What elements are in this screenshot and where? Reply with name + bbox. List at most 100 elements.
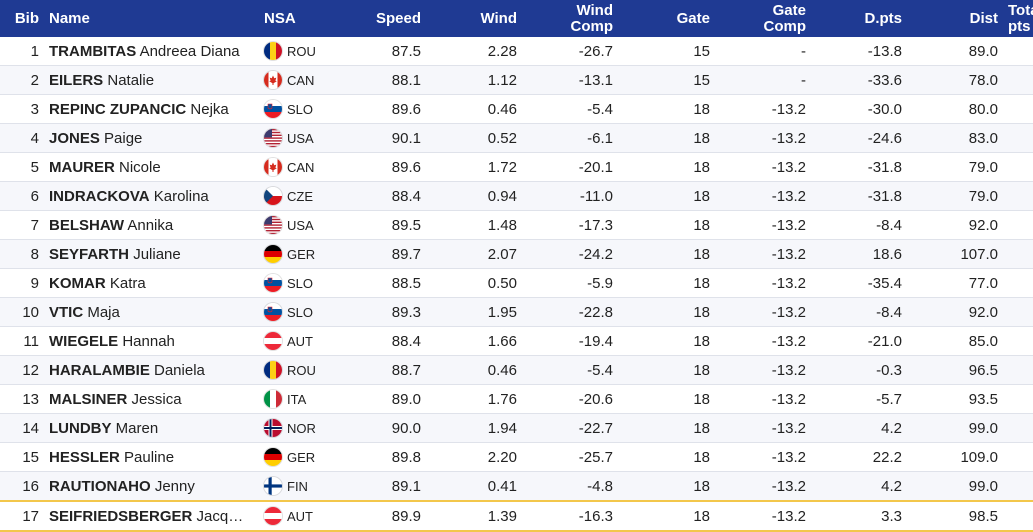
speed-cell: 89.3 xyxy=(344,297,426,327)
table-row[interactable]: 6 INDRACKOVA Karolina CZE 88.4 0.94 -11.0 18 -1… xyxy=(0,181,1033,211)
athlete-name-cell[interactable]: HESSLER Pauline xyxy=(44,442,259,472)
table-row[interactable]: 2 EILERS Natalie CAN 88.1 1.12 -13.1 15- -33.6 7… xyxy=(0,65,1033,95)
nsa-cell: ITA xyxy=(259,384,344,414)
nsa-code: GER xyxy=(287,449,316,465)
gate-cell: 18 xyxy=(618,210,715,240)
col-speed[interactable]: Speed xyxy=(344,0,426,37)
table-row[interactable]: 13 MALSINER Jessica ITA 89.0 1.76 -20.6 18 -13.… xyxy=(0,384,1033,414)
gate-cell: 15 xyxy=(618,37,715,66)
speed-cell: 88.7 xyxy=(344,355,426,385)
table-row[interactable]: 15 HESSLER Pauline GER 89.8 2.20 -25.7 18 -13.2… xyxy=(0,442,1033,472)
table-row[interactable]: 16 RAUTIONAHO Jenny FIN 89.1 0.41 -4.8 18 -13.2… xyxy=(0,471,1033,502)
speed-cell: 89.6 xyxy=(344,152,426,182)
nsa-cell: USA xyxy=(259,123,344,153)
wind-cell: 0.41 xyxy=(426,471,522,502)
gate-cell: 18 xyxy=(618,471,715,502)
speed-cell: 89.9 xyxy=(344,500,426,532)
nsa-code: ITA xyxy=(287,391,307,407)
total-pts-cell xyxy=(1003,500,1033,532)
dist-cell: 99.0 xyxy=(907,413,1003,443)
table-row[interactable]: 3 REPINC ZUPANCIC Nejka SLO 89.6 0.46 -5.4 18-… xyxy=(0,94,1033,124)
table-row[interactable]: 9 KOMAR Katra SLO 88.5 0.50 -5.9 18 -13.2 -35.4 7… xyxy=(0,268,1033,298)
col-bib[interactable]: Bib xyxy=(0,0,44,37)
athlete-name-cell[interactable]: TRAMBITAS Andreea Diana xyxy=(44,37,259,66)
col-name[interactable]: Name xyxy=(44,0,259,37)
athlete-name-cell[interactable]: HARALAMBIE Daniela xyxy=(44,355,259,385)
athlete-name-cell[interactable]: SEYFARTH Juliane xyxy=(44,239,259,269)
athlete-name-cell[interactable]: LUNDBY Maren xyxy=(44,413,259,443)
dpts-cell: 3.3 xyxy=(811,500,907,532)
nsa-cell: SLO xyxy=(259,94,344,124)
athlete-first-name: Jessica xyxy=(131,390,182,408)
nsa-cell: NOR xyxy=(259,413,344,443)
austria-flag-icon xyxy=(264,507,282,525)
athlete-name-cell[interactable]: MALSINER Jessica xyxy=(44,384,259,414)
athlete-name-cell[interactable]: RAUTIONAHO Jenny xyxy=(44,471,259,502)
athlete-last-name: REPINC ZUPANCIC xyxy=(49,100,187,118)
wind-comp-cell: -11.0 xyxy=(522,181,618,211)
gate-cell: 18 xyxy=(618,384,715,414)
col-gate[interactable]: Gate xyxy=(618,0,715,37)
gate-comp-cell: -13.2 xyxy=(715,268,811,298)
wind-cell: 1.95 xyxy=(426,297,522,327)
athlete-name-cell[interactable]: SEIFRIEDSBERGER Jacq… xyxy=(44,500,259,532)
table-row[interactable]: 12 HARALAMBIE Daniela ROU 88.7 0.46 -5.4 18 -13… xyxy=(0,355,1033,385)
athlete-name-cell[interactable]: WIEGELE Hannah xyxy=(44,326,259,356)
table-row[interactable]: 4 JONES Paige USA 90.1 0.52 -6.1 18 -13.2 -24.6 8… xyxy=(0,123,1033,153)
athlete-name-cell[interactable]: JONES Paige xyxy=(44,123,259,153)
dpts-cell: -13.8 xyxy=(811,37,907,66)
total-pts-cell xyxy=(1003,326,1033,356)
athlete-last-name: EILERS xyxy=(49,71,104,89)
gate-comp-cell: -13.2 xyxy=(715,413,811,443)
table-row[interactable]: 8 SEYFARTH Juliane GER 89.7 2.07 -24.2 18 -13.2… xyxy=(0,239,1033,269)
table-row[interactable]: 10 VTIC Maja SLO 89.3 1.95 -22.8 18 -13.2 -8.4 92… xyxy=(0,297,1033,327)
nsa-cell: AUT xyxy=(259,500,344,532)
gate-comp-cell: -13.2 xyxy=(715,181,811,211)
dist-cell: 92.0 xyxy=(907,210,1003,240)
table-row[interactable]: 7 BELSHAW Annika USA 89.5 1.48 -17.3 18 -13.2 -8… xyxy=(0,210,1033,240)
total-pts-cell xyxy=(1003,413,1033,443)
col-wind[interactable]: Wind xyxy=(426,0,522,37)
slovenia-flag-icon xyxy=(264,100,282,118)
table-row[interactable]: 14 LUNDBY Maren NOR 90.0 1.94 -22.7 18 -13.2 4.2… xyxy=(0,413,1033,443)
dist-cell: 98.5 xyxy=(907,500,1003,532)
athlete-name-cell[interactable]: KOMAR Katra xyxy=(44,268,259,298)
gate-comp-cell: -13.2 xyxy=(715,297,811,327)
table-row[interactable]: 17 SEIFRIEDSBERGER Jacq… AUT 89.9 1.39 -16.3 1… xyxy=(0,500,1033,532)
dpts-cell: -30.0 xyxy=(811,94,907,124)
athlete-name-cell[interactable]: VTIC Maja xyxy=(44,297,259,327)
gate-comp-cell: -13.2 xyxy=(715,384,811,414)
nsa-cell: ROU xyxy=(259,355,344,385)
table-row[interactable]: 1 TRAMBITAS Andreea Diana ROU 87.5 2.28 -26.7… xyxy=(0,37,1033,66)
wind-comp-cell: -4.8 xyxy=(522,471,618,502)
col-gate-comp[interactable]: Gate Comp xyxy=(715,0,811,37)
nsa-code: NOR xyxy=(287,420,316,436)
athlete-name-cell[interactable]: REPINC ZUPANCIC Nejka xyxy=(44,94,259,124)
col-dpts[interactable]: D.pts xyxy=(811,0,907,37)
athlete-last-name: JONES xyxy=(49,129,100,147)
wind-comp-cell: -17.3 xyxy=(522,210,618,240)
gate-comp-cell: -13.2 xyxy=(715,210,811,240)
wind-cell: 1.94 xyxy=(426,413,522,443)
speed-cell: 89.1 xyxy=(344,471,426,502)
athlete-name-cell[interactable]: EILERS Natalie xyxy=(44,65,259,95)
col-total[interactable]: Totalpts xyxy=(1003,0,1033,37)
dist-cell: 77.0 xyxy=(907,268,1003,298)
bib-cell: 2 xyxy=(0,65,44,95)
athlete-name-cell[interactable]: BELSHAW Annika xyxy=(44,210,259,240)
wind-cell: 2.07 xyxy=(426,239,522,269)
athlete-name-cell[interactable]: INDRACKOVA Karolina xyxy=(44,181,259,211)
total-pts-cell xyxy=(1003,297,1033,327)
table-row[interactable]: 5 MAURER Nicole CAN 89.6 1.72 -20.1 18 -13.2 -31… xyxy=(0,152,1033,182)
nsa-code: ROU xyxy=(287,43,316,59)
col-nsa[interactable]: NSA xyxy=(259,0,344,37)
athlete-name-cell[interactable]: MAURER Nicole xyxy=(44,152,259,182)
wind-comp-cell: -20.6 xyxy=(522,384,618,414)
gate-cell: 18 xyxy=(618,442,715,472)
athlete-last-name: HARALAMBIE xyxy=(49,361,150,379)
gate-comp-cell: -13.2 xyxy=(715,355,811,385)
table-row[interactable]: 11 WIEGELE Hannah AUT 88.4 1.66 -19.4 18 -13.2-… xyxy=(0,326,1033,356)
col-wind-comp[interactable]: Wind Comp xyxy=(522,0,618,37)
nsa-code: AUT xyxy=(287,333,313,349)
col-dist[interactable]: Dist xyxy=(907,0,1003,37)
